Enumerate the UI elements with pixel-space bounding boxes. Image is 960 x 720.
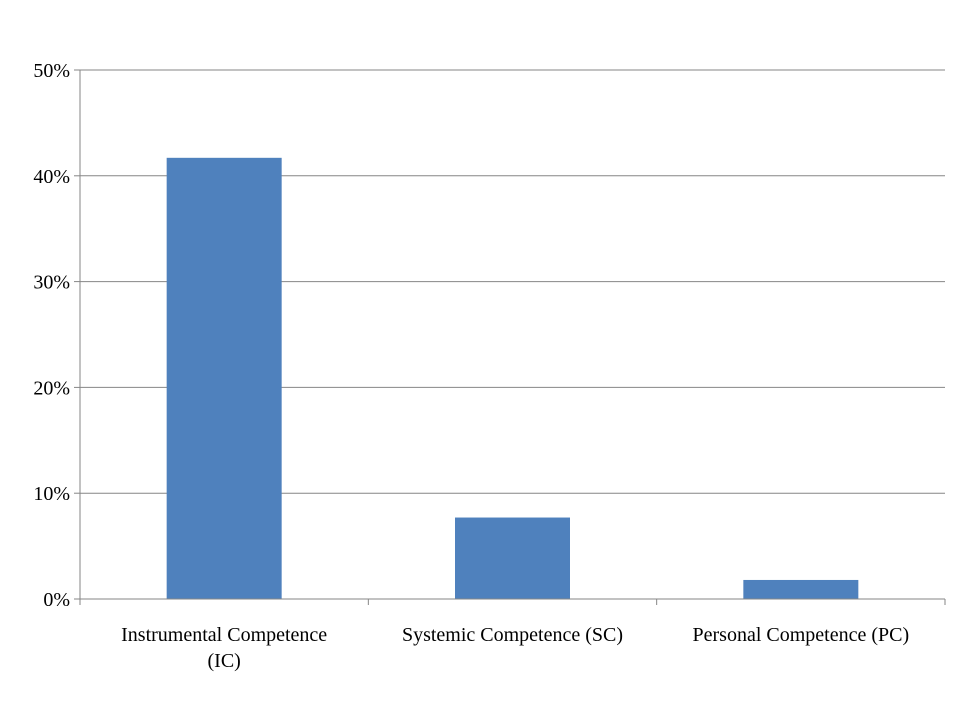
labels: 0% 10% 20% 30% 40% 50% Instrumental Competence…: [33, 60, 909, 672]
x-tick-label: (IC): [208, 650, 241, 672]
y-tick-label: 10%: [33, 483, 70, 505]
bars: [166, 157, 859, 599]
x-tick-label: Instrumental Competence: [121, 624, 327, 646]
x-tick-label: Personal Competence (PC): [693, 624, 910, 646]
y-tick-label: 20%: [33, 377, 70, 399]
y-tick-label: 40%: [33, 166, 70, 188]
bar: [455, 517, 570, 599]
y-tick-label: 0%: [43, 589, 70, 611]
x-tick-label: Systemic Competence (SC): [402, 624, 623, 646]
bar: [743, 579, 859, 599]
bar: [166, 157, 282, 599]
y-tick-label: 50%: [33, 60, 70, 82]
axes: [74, 69, 946, 605]
y-tick-label: 30%: [33, 272, 70, 294]
